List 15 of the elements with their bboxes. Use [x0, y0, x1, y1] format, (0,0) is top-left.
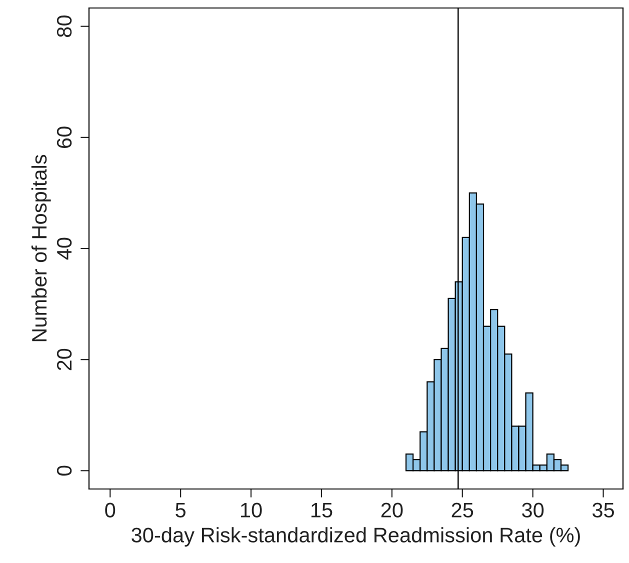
y-tick-label: 80: [56, 16, 72, 38]
x-tick-label: 30: [522, 502, 544, 518]
x-tick-label: 20: [381, 502, 403, 518]
x-tick-label: 25: [452, 502, 474, 518]
x-axis-title: 30-day Risk-standardized Readmission Rate (%): [132, 527, 580, 547]
y-axis-title: Number of Hospitals: [31, 154, 51, 342]
x-tick-label: 10: [241, 502, 262, 518]
y-tick-label: 20: [56, 348, 72, 370]
x-tick-label: 5: [176, 502, 186, 518]
y-tick-label: 40: [56, 238, 72, 260]
x-tick-label: 35: [592, 502, 614, 518]
y-tick-label: 0: [56, 466, 72, 476]
x-tick-label: 0: [105, 502, 116, 518]
y-tick-label: 60: [56, 126, 72, 148]
x-tick-label: 15: [311, 502, 332, 518]
